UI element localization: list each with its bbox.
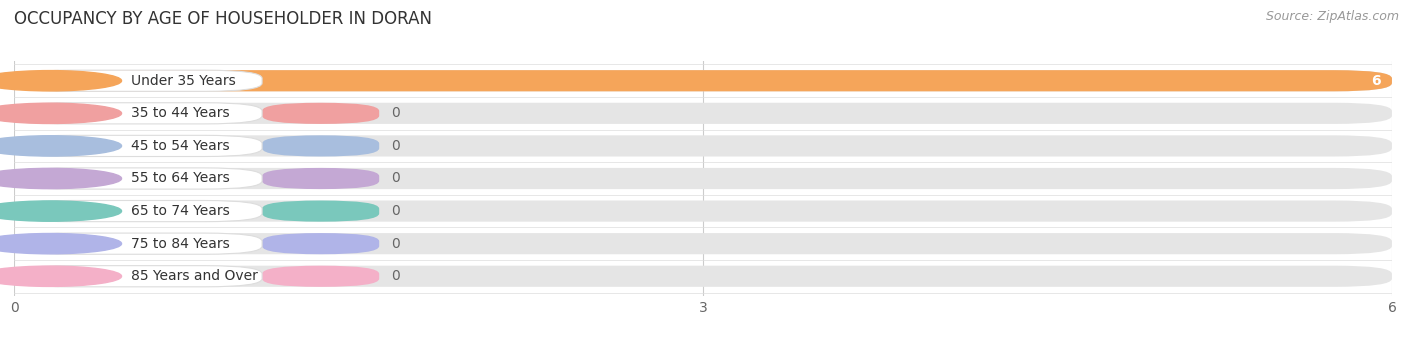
Circle shape	[0, 103, 121, 123]
FancyBboxPatch shape	[14, 70, 1392, 91]
FancyBboxPatch shape	[14, 266, 262, 287]
FancyBboxPatch shape	[14, 201, 1392, 222]
Circle shape	[0, 168, 121, 189]
FancyBboxPatch shape	[14, 103, 1392, 124]
Text: 0: 0	[391, 171, 399, 186]
Circle shape	[0, 266, 121, 286]
Text: Source: ZipAtlas.com: Source: ZipAtlas.com	[1265, 10, 1399, 23]
FancyBboxPatch shape	[262, 201, 380, 222]
Text: OCCUPANCY BY AGE OF HOUSEHOLDER IN DORAN: OCCUPANCY BY AGE OF HOUSEHOLDER IN DORAN	[14, 10, 432, 28]
FancyBboxPatch shape	[14, 233, 1392, 254]
Text: 65 to 74 Years: 65 to 74 Years	[131, 204, 229, 218]
FancyBboxPatch shape	[262, 266, 380, 287]
Text: 6: 6	[1371, 74, 1381, 88]
Text: 55 to 64 Years: 55 to 64 Years	[131, 171, 229, 186]
Text: Under 35 Years: Under 35 Years	[131, 74, 235, 88]
FancyBboxPatch shape	[14, 201, 262, 222]
FancyBboxPatch shape	[14, 266, 1392, 287]
FancyBboxPatch shape	[14, 70, 1392, 91]
Text: 0: 0	[391, 204, 399, 218]
Circle shape	[0, 71, 121, 91]
Text: 0: 0	[391, 269, 399, 283]
Circle shape	[0, 201, 121, 221]
FancyBboxPatch shape	[14, 233, 262, 254]
Text: 0: 0	[391, 106, 399, 120]
FancyBboxPatch shape	[14, 168, 262, 189]
Text: 35 to 44 Years: 35 to 44 Years	[131, 106, 229, 120]
FancyBboxPatch shape	[262, 103, 380, 124]
Circle shape	[0, 136, 121, 156]
Text: 0: 0	[391, 139, 399, 153]
FancyBboxPatch shape	[14, 70, 262, 91]
FancyBboxPatch shape	[14, 168, 1392, 189]
FancyBboxPatch shape	[262, 135, 380, 156]
FancyBboxPatch shape	[262, 233, 380, 254]
Text: 45 to 54 Years: 45 to 54 Years	[131, 139, 229, 153]
Text: 85 Years and Over: 85 Years and Over	[131, 269, 257, 283]
FancyBboxPatch shape	[14, 103, 262, 124]
Text: 75 to 84 Years: 75 to 84 Years	[131, 237, 229, 251]
FancyBboxPatch shape	[14, 135, 1392, 156]
FancyBboxPatch shape	[14, 135, 262, 156]
Text: 0: 0	[391, 237, 399, 251]
Circle shape	[0, 234, 121, 254]
FancyBboxPatch shape	[262, 168, 380, 189]
